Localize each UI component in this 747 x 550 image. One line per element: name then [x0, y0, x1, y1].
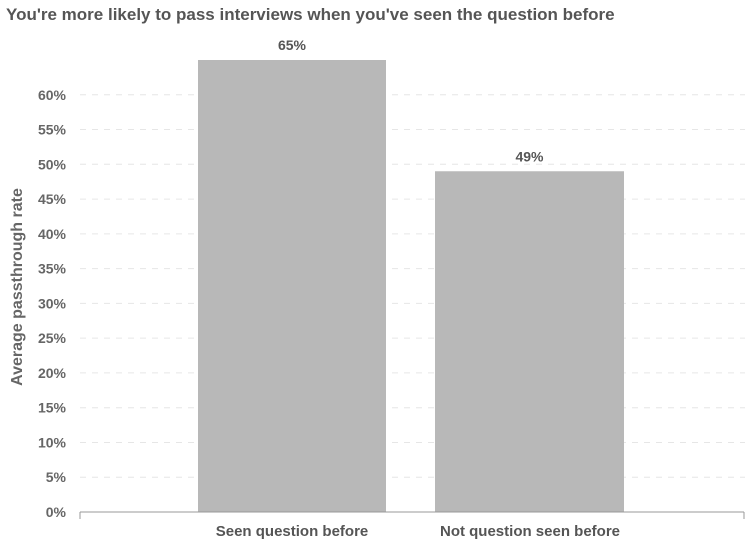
y-tick-label: 20%	[38, 365, 67, 381]
y-tick-label: 35%	[38, 261, 67, 277]
y-tick-label: 25%	[38, 330, 67, 346]
data-label: 65%	[278, 37, 307, 53]
x-category-label: Not question seen before	[440, 523, 620, 540]
y-tick-label: 5%	[46, 469, 67, 485]
y-tick-label: 40%	[38, 226, 67, 242]
bar	[435, 171, 624, 512]
chart-title: You're more likely to pass interviews wh…	[6, 5, 615, 24]
axes: 0% 5% 10% 15% 20% 25% 30% 35% 40% 45% 50% 55% 60% See…	[38, 87, 745, 540]
y-tick-label: 50%	[38, 156, 67, 172]
y-tick-label: 15%	[38, 400, 67, 416]
y-tick-label: 60%	[38, 87, 67, 103]
gridlines	[80, 94, 745, 478]
y-tick-label: 10%	[38, 434, 67, 450]
bars: 65% 49%	[198, 37, 624, 512]
y-tick-label: 55%	[38, 122, 67, 138]
y-tick-label: 30%	[38, 295, 67, 311]
y-axis-label: Average passthrough rate	[9, 188, 26, 386]
data-label: 49%	[515, 148, 544, 164]
x-category-label: Seen question before	[216, 523, 369, 540]
bar	[198, 60, 386, 512]
y-tick-label: 0%	[46, 504, 67, 520]
y-tick-label: 45%	[38, 191, 67, 207]
